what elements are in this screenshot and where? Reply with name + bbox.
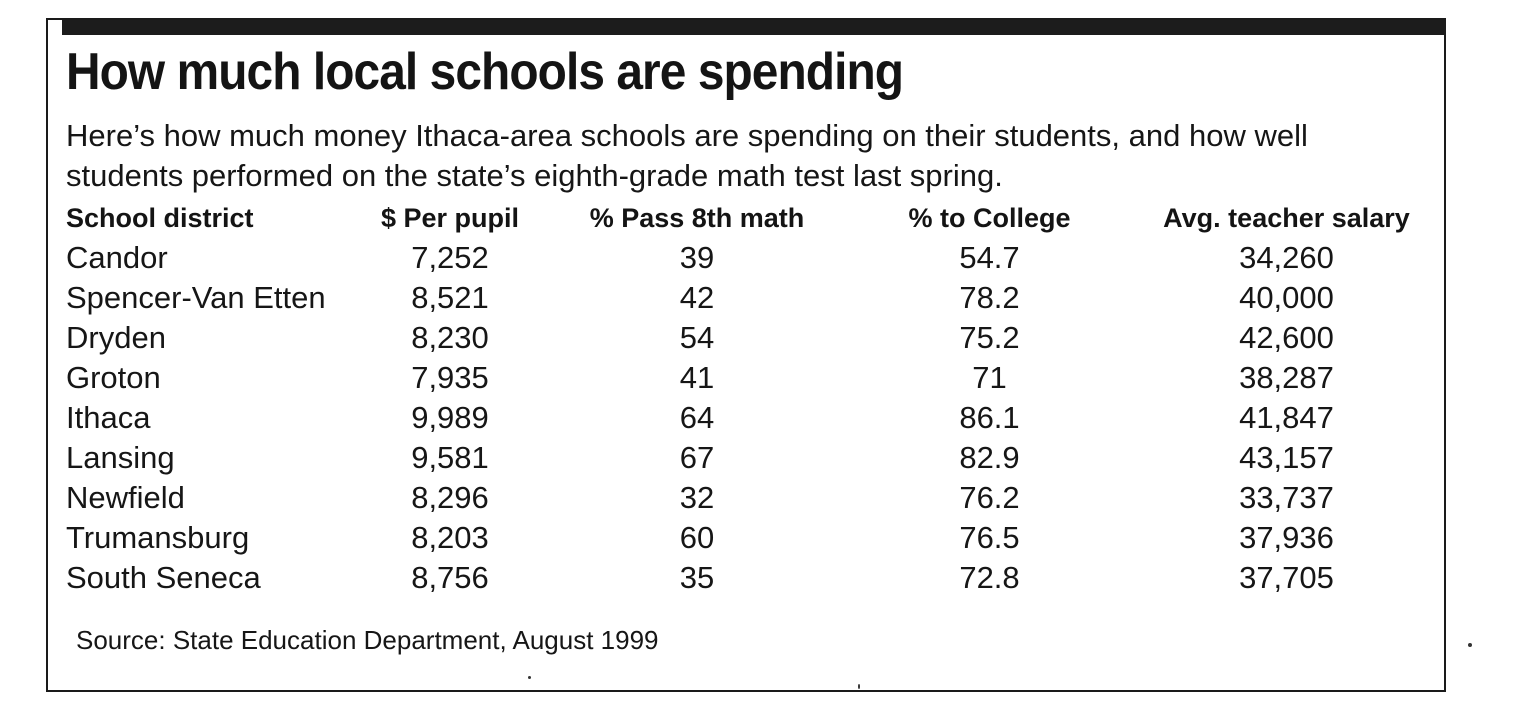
district-cell: Groton <box>66 360 161 395</box>
header-rule-bar <box>62 20 1446 35</box>
scan-speck <box>1468 643 1472 647</box>
table-header-row: School district $ Per pupil % Pass 8th m… <box>66 198 1456 238</box>
teacher-salary-cell: 40,000 <box>1239 280 1334 315</box>
teacher-salary-cell: 37,705 <box>1239 560 1334 595</box>
column-header-per-pupil: $ Per pupil <box>380 202 520 233</box>
pass-math-cell: 42 <box>679 280 715 315</box>
table-row: Groton 7,935 41 71 38,287 <box>66 358 1456 398</box>
column-header-teacher-salary: Avg. teacher salary <box>1163 202 1410 233</box>
district-cell: Trumansburg <box>66 520 250 555</box>
column-header-district: School district <box>66 202 254 233</box>
table-row: South Seneca 8,756 35 72.8 37,705 <box>66 558 1456 598</box>
pass-math-cell: 39 <box>679 240 715 275</box>
district-cell: Spencer-Van Etten <box>66 280 326 315</box>
table-row: Candor 7,252 39 54.7 34,260 <box>66 238 1456 278</box>
spending-table: School district $ Per pupil % Pass 8th m… <box>66 198 1456 598</box>
pass-math-cell: 54 <box>679 320 715 355</box>
per-pupil-cell: 7,935 <box>411 360 489 395</box>
district-cell: Lansing <box>66 440 175 475</box>
per-pupil-cell: 8,230 <box>411 320 489 355</box>
to-college-cell: 86.1 <box>959 400 1020 435</box>
teacher-salary-cell: 42,600 <box>1239 320 1334 355</box>
per-pupil-cell: 8,296 <box>411 480 489 515</box>
to-college-cell: 71 <box>972 360 1007 395</box>
teacher-salary-cell: 43,157 <box>1239 440 1334 475</box>
column-header-to-college: % to College <box>908 202 1071 233</box>
district-cell: Dryden <box>66 320 166 355</box>
table-row: Dryden 8,230 54 75.2 42,600 <box>66 318 1456 358</box>
table-row: Trumansburg 8,203 60 76.5 37,936 <box>66 518 1456 558</box>
teacher-salary-cell: 38,287 <box>1239 360 1334 395</box>
per-pupil-cell: 8,203 <box>411 520 489 555</box>
intro-paragraph: Here’s how much money Ithaca-area school… <box>66 118 1308 193</box>
district-cell: Ithaca <box>66 400 151 435</box>
to-college-cell: 54.7 <box>959 240 1020 275</box>
pass-math-cell: 41 <box>679 360 715 395</box>
teacher-salary-cell: 37,936 <box>1239 520 1334 555</box>
table-row: Ithaca 9,989 64 86.1 41,847 <box>66 398 1456 438</box>
pass-math-cell: 32 <box>679 480 715 515</box>
per-pupil-cell: 7,252 <box>411 240 489 275</box>
district-cell: South Seneca <box>66 560 261 595</box>
pass-math-cell: 64 <box>679 400 715 435</box>
column-header-pass-math: % Pass 8th math <box>589 202 805 233</box>
teacher-salary-cell: 33,737 <box>1239 480 1334 515</box>
to-college-cell: 75.2 <box>959 320 1020 355</box>
to-college-cell: 72.8 <box>959 560 1020 595</box>
to-college-cell: 78.2 <box>959 280 1020 315</box>
scan-speck <box>528 676 531 679</box>
table-row: Lansing 9,581 67 82.9 43,157 <box>66 438 1456 478</box>
pass-math-cell: 67 <box>679 440 715 475</box>
to-college-cell: 82.9 <box>959 440 1020 475</box>
per-pupil-cell: 8,756 <box>411 560 489 595</box>
table-row: Newfield 8,296 32 76.2 33,737 <box>66 478 1456 518</box>
source-note: Source: State Education Department, Augu… <box>76 625 659 655</box>
scan-speck <box>858 684 860 689</box>
clipping-frame <box>46 18 1446 692</box>
to-college-cell: 76.5 <box>959 520 1020 555</box>
pass-math-cell: 35 <box>679 560 715 595</box>
teacher-salary-cell: 34,260 <box>1239 240 1334 275</box>
district-cell: Candor <box>66 240 168 275</box>
headline: How much local schools are spending <box>66 43 904 101</box>
per-pupil-cell: 8,521 <box>411 280 489 315</box>
table-row: Spencer-Van Etten 8,521 42 78.2 40,000 <box>66 278 1456 318</box>
district-cell: Newfield <box>66 480 185 515</box>
teacher-salary-cell: 41,847 <box>1239 400 1334 435</box>
pass-math-cell: 60 <box>679 520 715 555</box>
to-college-cell: 76.2 <box>959 480 1020 515</box>
per-pupil-cell: 9,581 <box>411 440 489 475</box>
per-pupil-cell: 9,989 <box>411 400 489 435</box>
